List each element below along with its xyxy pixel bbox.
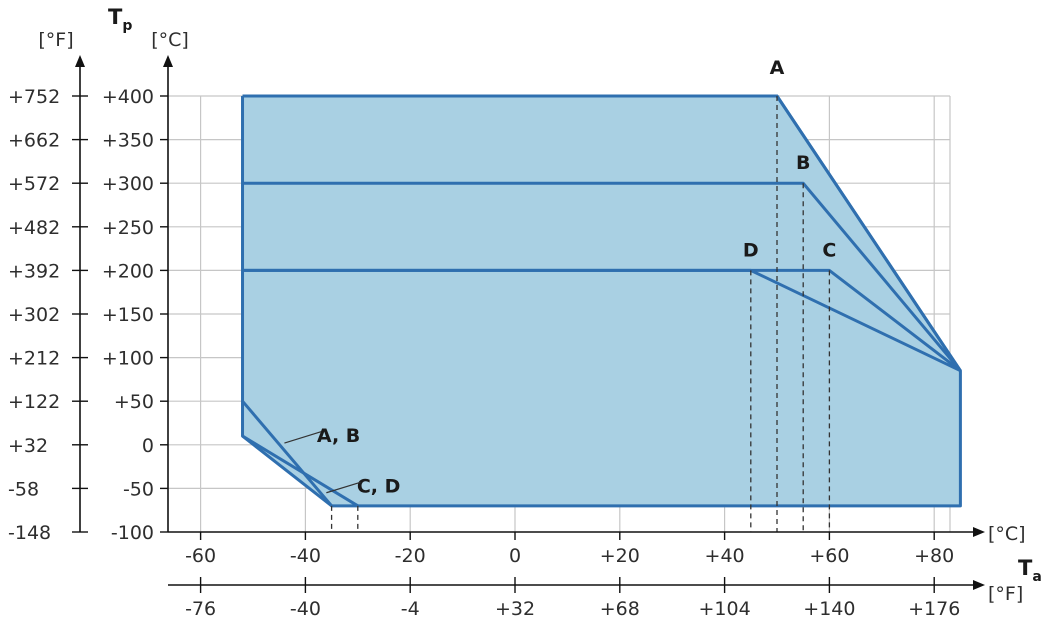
curve-label-b: B xyxy=(796,152,810,174)
y-tick-label-f: -148 xyxy=(8,522,51,544)
x-tick-label-f: +140 xyxy=(803,598,855,620)
x-axis-unit-c: [°C] xyxy=(988,523,1026,545)
x-tick-label-c: +80 xyxy=(914,545,954,567)
curve-label-cd: C, D xyxy=(357,475,401,497)
y-tick-label-c: +50 xyxy=(114,391,154,413)
x-tick-label-c: -40 xyxy=(290,545,321,567)
y-tick-label-c: +100 xyxy=(102,348,154,370)
operating-area xyxy=(242,96,961,506)
y-tick-label-f: +572 xyxy=(8,173,60,195)
y-tick-label-f: +122 xyxy=(8,391,60,413)
series-line-ab xyxy=(241,400,333,507)
operating-region-fill xyxy=(242,96,961,506)
curve-label-ab: A, B xyxy=(317,425,360,447)
y-axis-title: Tp xyxy=(108,5,132,34)
x-axis-unit-f: [°F] xyxy=(988,583,1023,605)
x-tick-label-c: +60 xyxy=(809,545,849,567)
curve-label-d: D xyxy=(743,239,759,261)
x-axis-arrow-c xyxy=(973,527,985,537)
y-tick-label-c: +150 xyxy=(102,304,154,326)
y-tick-label-f: +482 xyxy=(8,217,60,239)
x-tick-label-f: +32 xyxy=(495,598,535,620)
x-tick-label-f: -40 xyxy=(290,598,321,620)
leader-line-ab xyxy=(284,431,322,444)
y-tick-label-c: +300 xyxy=(102,173,154,195)
x-tick-label-c: +20 xyxy=(600,545,640,567)
y-tick-label-f: -58 xyxy=(8,478,39,500)
y-axis-arrow-f xyxy=(75,55,85,67)
series-line-cd xyxy=(241,434,359,508)
curve-label-c: C xyxy=(822,239,836,261)
x-tick-label-f: +176 xyxy=(908,598,960,620)
y-tick-label-f: +392 xyxy=(8,260,60,282)
x-axis-arrow-f xyxy=(973,580,985,590)
y-tick-label-c: +350 xyxy=(102,130,154,152)
axis-titles: Tp Ta [°F] [°C] [°C] [°F] xyxy=(38,5,1041,605)
y-axis-unit-f: [°F] xyxy=(38,29,73,51)
y-tick-label-c: -100 xyxy=(111,522,154,544)
dashed-markers xyxy=(330,96,831,532)
curve-label-a: A xyxy=(770,57,785,79)
x-tick-label-c: -60 xyxy=(185,545,216,567)
x-tick-label-c: 0 xyxy=(509,545,521,567)
x-axis-title-sub: a xyxy=(1032,569,1041,585)
y-tick-label-f: +752 xyxy=(8,86,60,108)
y-axis-title-main: T xyxy=(108,5,123,29)
x-tick-label-c: +40 xyxy=(705,545,745,567)
x-tick-label-f: +104 xyxy=(699,598,751,620)
y-axis-unit-c: [°C] xyxy=(151,29,189,51)
x-tick-label-f: -76 xyxy=(185,598,216,620)
y-tick-label-f: +212 xyxy=(8,348,60,370)
x-tick-label-f: +68 xyxy=(600,598,640,620)
y-axis-title-sub: p xyxy=(122,18,132,34)
x-tick-label-c: -20 xyxy=(395,545,426,567)
y-tick-label-f: +32 xyxy=(8,435,48,457)
y-tick-label-c: +400 xyxy=(102,86,154,108)
y-tick-label-c: 0 xyxy=(142,435,154,457)
axes: -60 -40 -20 0 +20 +40 +60 +80 -76 -40 -4 +32 +68 +104… xyxy=(8,55,985,620)
curve-labels: A B C D A, B C, D xyxy=(284,57,836,497)
y-tick-label-c: +200 xyxy=(102,260,154,282)
y-tick-label-c: +250 xyxy=(102,217,154,239)
y-axis-arrow-c xyxy=(163,55,173,67)
x-axis-title: Ta xyxy=(1018,556,1042,585)
y-tick-label-f: +302 xyxy=(8,304,60,326)
x-axis-title-main: T xyxy=(1018,556,1033,580)
x-tick-label-f: -4 xyxy=(401,598,420,620)
y-tick-label-c: -50 xyxy=(123,478,154,500)
y-tick-label-f: +662 xyxy=(8,130,60,152)
leader-line-cd xyxy=(326,481,361,494)
